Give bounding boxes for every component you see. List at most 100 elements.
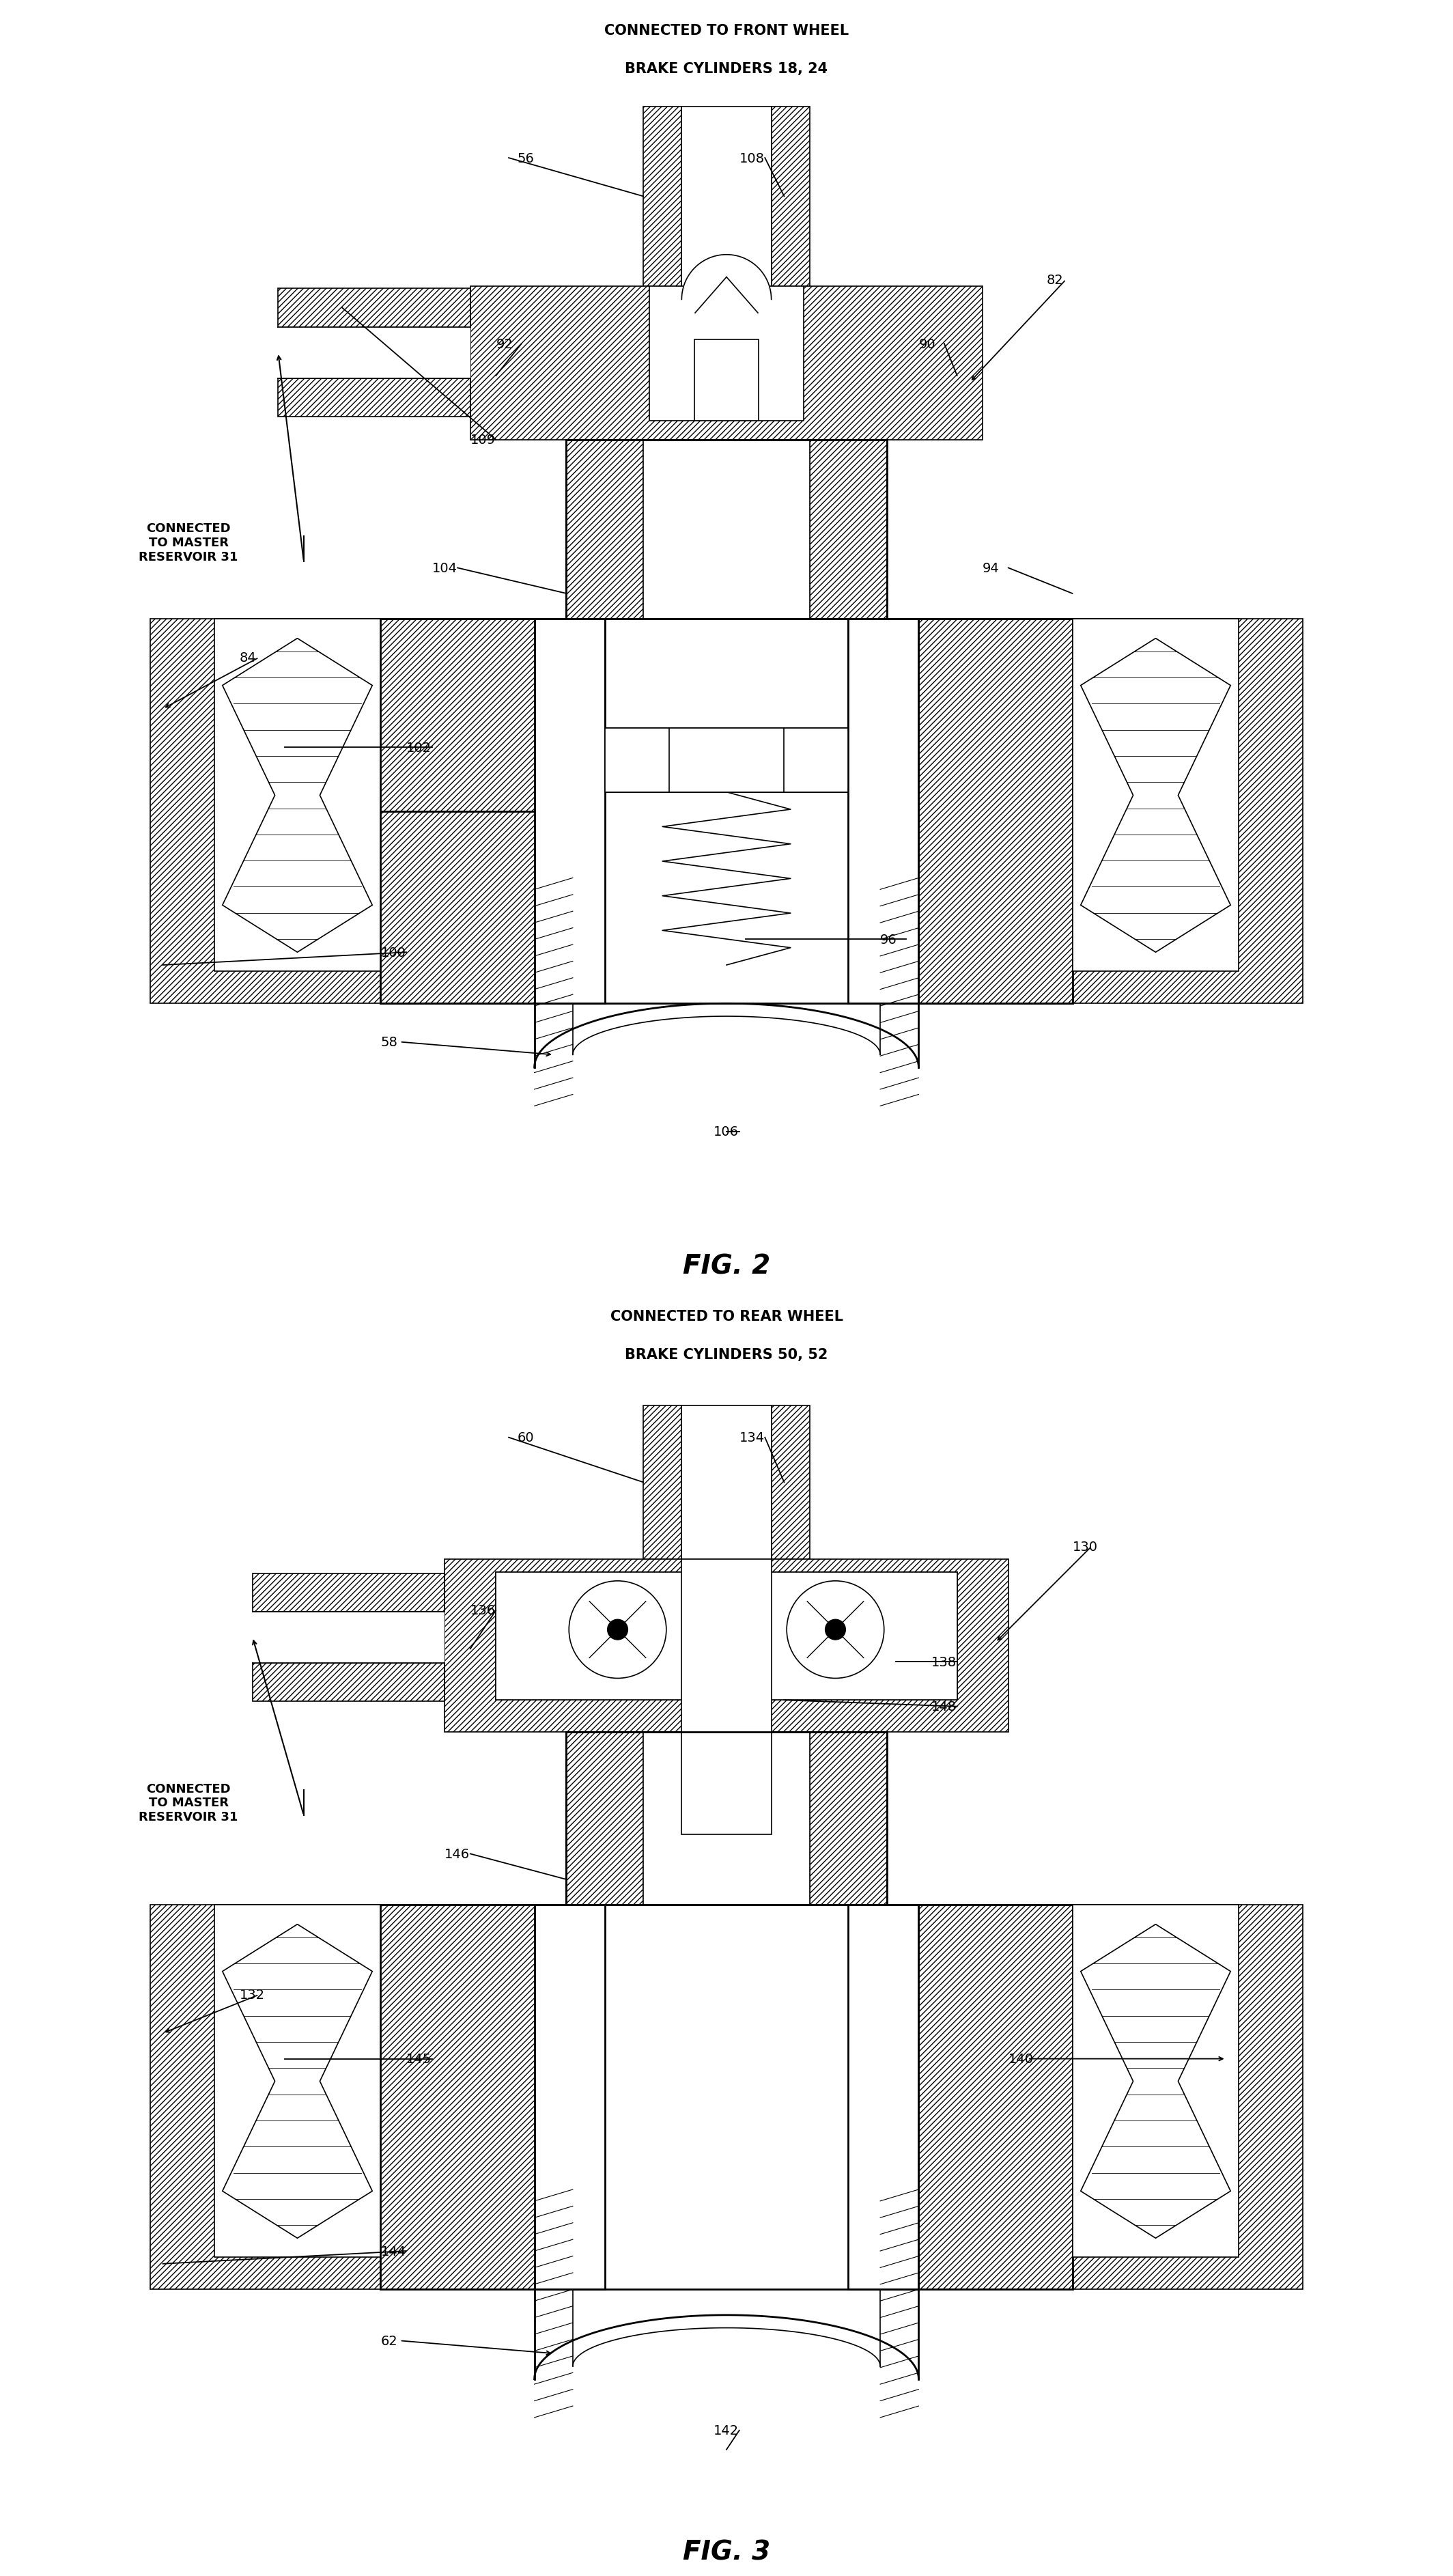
Text: 142: 142 <box>713 2424 740 2437</box>
Bar <box>253 1613 445 1664</box>
Text: 60: 60 <box>517 1432 535 1445</box>
Text: 145: 145 <box>407 2053 432 2066</box>
Polygon shape <box>222 1924 372 2239</box>
Bar <box>809 440 886 621</box>
Polygon shape <box>681 255 772 299</box>
Text: CONNECTED
TO MASTER
RESERVOIR 31: CONNECTED TO MASTER RESERVOIR 31 <box>139 523 238 564</box>
Text: 58: 58 <box>381 1036 398 1048</box>
Bar <box>214 621 381 971</box>
Bar <box>644 1731 809 1906</box>
Text: 100: 100 <box>381 945 405 958</box>
Text: 134: 134 <box>740 1432 764 1445</box>
Text: 84: 84 <box>240 652 257 665</box>
Text: 106: 106 <box>713 1126 740 1139</box>
Bar <box>681 1558 772 1834</box>
Bar <box>695 340 758 420</box>
Circle shape <box>786 1582 883 1680</box>
Bar <box>567 440 886 621</box>
Bar <box>535 1906 918 2290</box>
Bar <box>918 1906 1072 2290</box>
Text: 144: 144 <box>381 2244 405 2257</box>
Text: 140: 140 <box>1008 2053 1033 2066</box>
Text: 104: 104 <box>432 562 458 574</box>
Bar <box>535 1906 604 2290</box>
Bar <box>809 1731 886 1906</box>
Bar <box>1072 1906 1239 2257</box>
Bar <box>604 621 849 793</box>
Polygon shape <box>222 639 372 953</box>
Bar <box>535 621 604 1005</box>
Bar <box>849 1906 918 2290</box>
Circle shape <box>825 1620 846 1641</box>
Bar <box>278 379 471 417</box>
Bar <box>772 1406 809 1558</box>
Bar <box>1072 1906 1303 2290</box>
Text: 92: 92 <box>495 337 513 350</box>
Bar <box>649 286 804 420</box>
Text: 62: 62 <box>381 2334 398 2347</box>
Text: FIG. 3: FIG. 3 <box>683 2540 770 2566</box>
Bar <box>535 621 918 1005</box>
Bar <box>253 1574 445 1613</box>
Bar <box>1072 621 1239 971</box>
Bar <box>381 1906 535 2290</box>
Bar <box>772 1571 958 1700</box>
Bar <box>214 1906 381 2257</box>
Text: 108: 108 <box>740 152 764 165</box>
Text: 132: 132 <box>240 1989 264 2002</box>
Bar <box>604 729 668 793</box>
Bar <box>495 1571 958 1700</box>
Text: CONNECTED TO REAR WHEEL: CONNECTED TO REAR WHEEL <box>610 1309 843 1324</box>
Text: 130: 130 <box>1072 1540 1097 1553</box>
Text: 96: 96 <box>881 933 897 945</box>
Bar <box>849 621 918 1005</box>
Bar <box>604 621 849 793</box>
Bar <box>668 729 785 793</box>
Bar <box>495 1571 681 1700</box>
Bar <box>567 440 644 621</box>
Bar <box>772 108 809 286</box>
Bar <box>535 621 604 1005</box>
Text: FIG. 2: FIG. 2 <box>683 1255 770 1280</box>
Bar <box>849 621 918 1005</box>
Bar <box>381 621 535 1005</box>
Bar <box>644 108 681 286</box>
Text: CONNECTED TO FRONT WHEEL: CONNECTED TO FRONT WHEEL <box>604 23 849 39</box>
Polygon shape <box>1081 1924 1231 2239</box>
Text: 56: 56 <box>517 152 535 165</box>
Bar <box>381 1906 535 2290</box>
Text: 146: 146 <box>445 1847 469 1860</box>
Bar <box>1072 621 1303 1005</box>
Polygon shape <box>1081 639 1231 953</box>
Text: 148: 148 <box>931 1700 958 1713</box>
Bar <box>785 729 849 793</box>
Bar <box>644 440 809 621</box>
Bar <box>471 286 982 440</box>
Text: CONNECTED
TO MASTER
RESERVOIR 31: CONNECTED TO MASTER RESERVOIR 31 <box>139 1783 238 1824</box>
Bar <box>604 729 849 793</box>
Text: 82: 82 <box>1046 273 1064 286</box>
Bar <box>567 1731 886 1906</box>
Text: BRAKE CYLINDERS 50, 52: BRAKE CYLINDERS 50, 52 <box>625 1347 828 1363</box>
Text: 136: 136 <box>471 1605 495 1618</box>
Text: 94: 94 <box>982 562 1000 574</box>
Bar <box>918 621 1072 1005</box>
Bar <box>253 1664 445 1703</box>
Bar <box>381 621 535 1005</box>
Bar <box>278 289 471 327</box>
Bar <box>918 1906 1072 2290</box>
Bar <box>681 108 772 286</box>
Text: 109: 109 <box>471 433 495 446</box>
Text: 90: 90 <box>918 337 936 350</box>
Text: BRAKE CYLINDERS 18, 24: BRAKE CYLINDERS 18, 24 <box>625 62 828 77</box>
Circle shape <box>570 1582 667 1680</box>
Bar <box>644 1406 681 1558</box>
Bar <box>445 1558 1008 1731</box>
Bar <box>535 1906 604 2290</box>
Bar <box>567 1731 644 1906</box>
Bar <box>278 327 471 379</box>
Text: 102: 102 <box>407 742 432 755</box>
Bar <box>681 1406 772 1558</box>
Bar <box>918 621 1072 1005</box>
Bar <box>150 1906 381 2290</box>
